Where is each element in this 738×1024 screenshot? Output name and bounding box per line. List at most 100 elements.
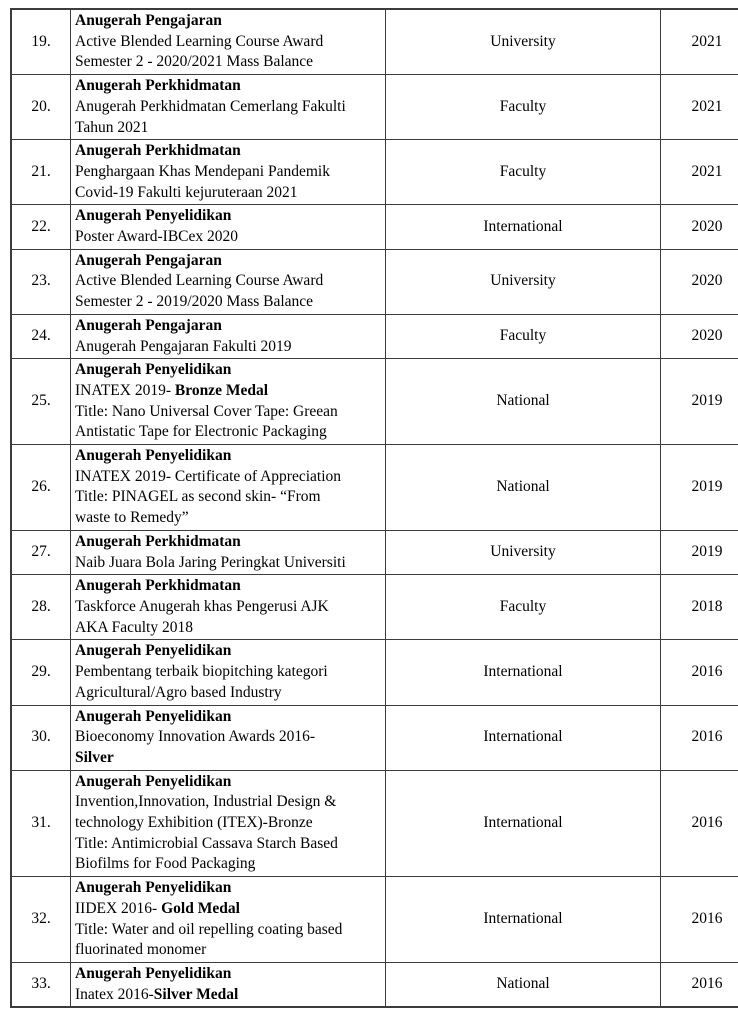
award-year-cell: 2019: [660, 358, 738, 446]
award-year-cell: 2019: [660, 444, 738, 531]
table-row: 28. Anugerah Perkhidmatan Taskforce Anuger…: [10, 574, 738, 641]
award-year-cell: 2016: [660, 769, 738, 878]
award-category: Anugerah Pengajaran: [75, 251, 222, 269]
award-text-segment: Invention,Innovation, Industrial Design …: [75, 793, 337, 811]
award-text-segment: Active Blended Learning Course Award: [75, 32, 324, 50]
award-category: Anugerah Pengajaran: [75, 316, 222, 334]
award-level-cell: University: [385, 248, 661, 315]
award-description-cell: Anugerah Perkhidmatan Penghargaan Khas Me…: [70, 139, 386, 206]
row-number-cell: 22.: [10, 204, 71, 250]
award-text-segment: Silver Medal: [153, 985, 239, 1003]
award-level-cell: Faculty: [385, 139, 661, 206]
award-year-cell: 2020: [660, 204, 738, 250]
award-text-segment: IIDEX 2016-: [75, 899, 162, 917]
table-row: 23. Anugerah Pengajaran Active Blended Lea…: [10, 248, 738, 315]
row-number-cell: 20.: [10, 74, 71, 141]
award-description-cell: Anugerah Perkhidmatan Anugerah Perkhidmat…: [70, 74, 386, 141]
row-number-cell: 30.: [10, 704, 71, 771]
award-text-segment: INATEX 2019- Certificate of Appreciation: [75, 467, 341, 485]
award-category: Anugerah Pengajaran: [75, 12, 222, 29]
award-text-segment: Poster Award-IBCex 2020: [75, 228, 239, 246]
award-level-cell: National: [385, 961, 661, 1008]
table-row: 32. Anugerah Penyelidikan IIDEX 2016- Gold…: [10, 876, 738, 963]
award-category: Anugerah Penyelidikan: [75, 361, 232, 379]
award-text-segment: Semester 2 - 2020/2021 Mass Balance: [75, 53, 314, 71]
award-category: Anugerah Perkhidmatan: [75, 577, 241, 595]
award-category: Anugerah Perkhidmatan: [75, 142, 241, 160]
award-text-segment: Taskforce Anugerah khas Pengerusi AJK: [75, 597, 329, 615]
award-description-cell: Anugerah Perkhidmatan Naib Juara Bola Jar…: [70, 529, 386, 576]
award-description-cell: Anugerah Pengajaran Active Blended Learni…: [70, 248, 386, 315]
award-level-cell: Faculty: [385, 313, 661, 360]
award-category: Anugerah Penyelidikan: [75, 964, 232, 982]
award-text-segment: Title: PINAGEL as second skin- “From: [75, 488, 321, 506]
row-number-cell: 32.: [10, 876, 71, 963]
row-number-cell: 29.: [10, 639, 71, 706]
award-category: Anugerah Penyelidikan: [75, 772, 232, 790]
table-row: 30. Anugerah Penyelidikan Bioeconomy Innov…: [10, 704, 738, 771]
table-row: 19. Anugerah Pengajaran Active Blended Lea…: [10, 8, 738, 76]
award-text-segment: Pembentang terbaik biopitching kategori: [75, 663, 328, 681]
award-description-cell: Anugerah Penyelidikan IIDEX 2016- Gold Me…: [70, 876, 386, 963]
award-year-cell: 2021: [660, 139, 738, 206]
row-number-cell: 25.: [10, 358, 71, 446]
award-text-segment: Penghargaan Khas Mendepani Pandemik: [75, 162, 330, 180]
award-year-cell: 2021: [660, 74, 738, 141]
award-description-cell: Anugerah Penyelidikan Inatex 2016-Silver …: [70, 961, 386, 1008]
table-row: 33. Anugerah Penyelidikan Inatex 2016-Silv…: [10, 961, 738, 1008]
award-text-segment: technology Exhibition (ITEX)-Bronze: [75, 814, 313, 832]
row-number-cell: 33.: [10, 961, 71, 1008]
award-text-segment: Title: Water and oil repelling coating b…: [75, 920, 343, 938]
award-level-cell: National: [385, 358, 661, 446]
award-year-cell: 2016: [660, 876, 738, 963]
table-row: 25. Anugerah Penyelidikan INATEX 2019- Bro…: [10, 358, 738, 446]
row-number-cell: 27.: [10, 529, 71, 576]
award-text-segment: Silver: [75, 748, 114, 766]
table-row: 27. Anugerah Perkhidmatan Naib Juara Bola …: [10, 529, 738, 576]
award-category: Anugerah Penyelidikan: [75, 447, 232, 465]
award-category: Anugerah Perkhidmatan: [75, 77, 241, 95]
row-number-cell: 31.: [10, 769, 71, 878]
award-description-cell: Anugerah Pengajaran Active Blended Learni…: [70, 8, 386, 76]
award-description-cell: Anugerah Perkhidmatan Taskforce Anugerah …: [70, 574, 386, 641]
table-row: 20. Anugerah Perkhidmatan Anugerah Perkhid…: [10, 74, 738, 141]
award-level-cell: International: [385, 769, 661, 878]
table-row: 22. Anugerah Penyelidikan Poster Award-IBC…: [10, 204, 738, 250]
table-row: 24. Anugerah Pengajaran Anugerah Pengajara…: [10, 313, 738, 360]
award-description-cell: Anugerah Penyelidikan Bioeconomy Innovati…: [70, 704, 386, 771]
award-category: Anugerah Penyelidikan: [75, 207, 232, 225]
award-text-segment: Anugerah Pengajaran Fakulti 2019: [75, 337, 292, 355]
award-year-cell: 2020: [660, 248, 738, 315]
award-year-cell: 2016: [660, 961, 738, 1008]
award-text-segment: fluorinated monomer: [75, 941, 207, 959]
award-text-segment: Biofilms for Food Packaging: [75, 855, 256, 873]
award-level-cell: University: [385, 529, 661, 576]
table-row: 26. Anugerah Penyelidikan INATEX 2019- Cer…: [10, 444, 738, 531]
award-category: Anugerah Perkhidmatan: [75, 532, 241, 550]
award-description-cell: Anugerah Pengajaran Anugerah Pengajaran F…: [70, 313, 386, 360]
award-category: Anugerah Penyelidikan: [75, 707, 232, 725]
award-text-segment: Anugerah Perkhidmatan Cemerlang Fakulti: [75, 97, 346, 115]
award-text-segment: Semester 2 - 2019/2020 Mass Balance: [75, 293, 314, 311]
table-row: 21. Anugerah Perkhidmatan Penghargaan Khas…: [10, 139, 738, 206]
award-text-segment: Bioeconomy Innovation Awards 2016-: [75, 728, 316, 746]
award-text-segment: Title: Antimicrobial Cassava Starch Base…: [75, 834, 338, 852]
row-number-cell: 21.: [10, 139, 71, 206]
awards-table-body: 19. Anugerah Pengajaran Active Blended Lea…: [10, 8, 738, 1008]
award-category: Anugerah Penyelidikan: [75, 642, 232, 660]
award-text-segment: Covid-19 Fakulti kejuruteraan 2021: [75, 183, 298, 201]
award-description-cell: Anugerah Penyelidikan Poster Award-IBCex …: [70, 204, 386, 250]
award-level-cell: Faculty: [385, 74, 661, 141]
award-text-segment: waste to Remedy”: [75, 509, 189, 527]
award-description-cell: Anugerah Penyelidikan INATEX 2019- Certif…: [70, 444, 386, 531]
award-level-cell: International: [385, 639, 661, 706]
table-row: 29. Anugerah Penyelidikan Pembentang terba…: [10, 639, 738, 706]
award-year-cell: 2016: [660, 639, 738, 706]
award-text-segment: Antistatic Tape for Electronic Packaging: [75, 423, 327, 441]
award-level-cell: International: [385, 204, 661, 250]
award-year-cell: 2018: [660, 574, 738, 641]
award-level-cell: National: [385, 444, 661, 531]
award-description-cell: Anugerah Penyelidikan Invention,Innovatio…: [70, 769, 386, 878]
award-description-cell: Anugerah Penyelidikan INATEX 2019- Bronze…: [70, 358, 386, 446]
